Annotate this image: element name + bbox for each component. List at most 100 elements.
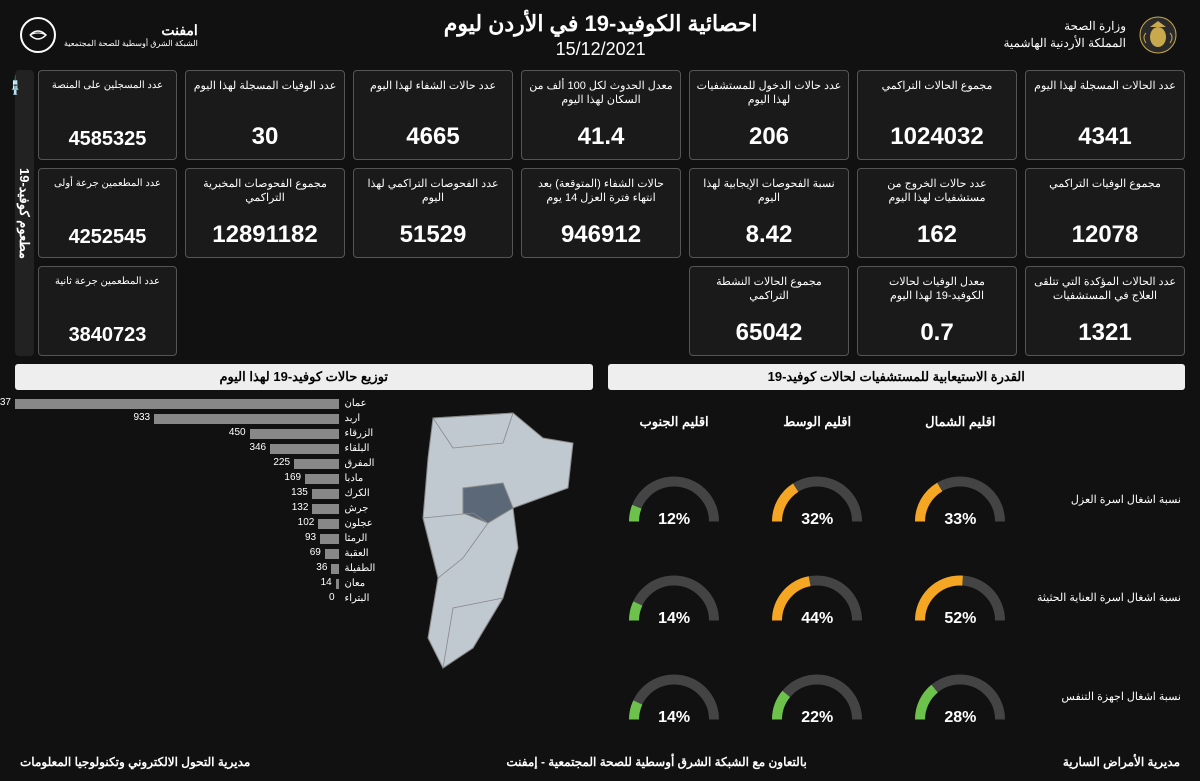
stat-value: 12078 (1032, 221, 1178, 249)
stat-card: مجموع الحالات النشطة التراكمي65042 (689, 266, 849, 356)
stat-card: مجموع الوفيات التراكمي12078 (1025, 168, 1185, 258)
bar-row: العقبة 69 (15, 548, 383, 559)
stat-card: مجموع الحالات التراكمي 1024032 (857, 70, 1017, 160)
stat-card: عدد الفحوصات التراكمي لهذا اليوم 51529 (353, 168, 513, 258)
stat-label: عدد الوفيات المسجلة لهذا اليوم (192, 79, 338, 107)
jordan-emblem-icon (1136, 13, 1180, 57)
capacity-title: القدرة الاستيعابية للمستشفيات لحالات كوف… (608, 364, 1186, 390)
vax-card: عدد المسجلين على المنصة 4585325 (38, 70, 177, 160)
bar-row: البتراء0 (15, 593, 383, 604)
bar-value: 346 (249, 442, 266, 453)
bar-row: عمان1637 (15, 398, 383, 409)
bar-row: الرمثا93 (15, 533, 383, 544)
bar-label: البلقاء (345, 443, 383, 454)
vax-stats: عدد المسجلين على المنصة 4585325 عدد المطعم… (38, 70, 177, 356)
gauge: 28% (910, 667, 1010, 727)
stat-label: حالات الشفاء (المتوقعة) بعد انتهاء فترة … (528, 177, 674, 206)
amfnet-sub: الشبكة الشرق أوسطية للصحة المجتمعية (64, 39, 198, 49)
stat-label: عدد الحالات المؤكدة التي تتلقى العلاج في… (1032, 275, 1178, 304)
gauge-value: 12% (624, 511, 724, 529)
vax-value: 4252545 (45, 226, 170, 249)
footer: مديرية الأمراض السارية بالتعاون مع الشبك… (0, 751, 1200, 773)
gauge-value: 52% (910, 610, 1010, 628)
bar-label: عجلون (345, 518, 383, 529)
gauge-value: 14% (624, 709, 724, 727)
gauge-value: 22% (767, 709, 867, 727)
gauge: 14% (624, 667, 724, 727)
gauge-col-label: اقليم الشمال (894, 414, 1027, 430)
bar-label: مادبا (345, 473, 383, 484)
amfnet-block: امفنت الشبكة الشرق أوسطية للصحة المجتمعي… (20, 17, 198, 53)
bar-label: معان (345, 578, 383, 589)
stat-label: معدل الوفيات لحالات الكوفيد-19 لهذا اليو… (864, 275, 1010, 304)
stat-label: مجموع الحالات النشطة التراكمي (696, 275, 842, 304)
vax-card: عدد المطعمين جرعة ثانية 3840723 (38, 266, 177, 356)
stat-value: 946912 (528, 221, 674, 249)
bar-label: العقبة (345, 548, 383, 559)
bar-value: 102 (298, 517, 315, 528)
stat-label: عدد الفحوصات التراكمي لهذا اليوم (360, 177, 506, 206)
bar-value: 933 (133, 412, 150, 423)
gauge: 14% (624, 568, 724, 628)
stat-value: 162 (864, 221, 1010, 249)
ministry-block: وزارة الصحة المملكة الأردنية الهاشمية (1003, 13, 1180, 57)
stat-card: معدل الحدوث لكل 100 ألف من السكان لهذا ا… (521, 70, 681, 160)
stat-card: عدد الوفيات المسجلة لهذا اليوم30 (185, 70, 345, 160)
vax-label: عدد المسجلين على المنصة (45, 79, 170, 107)
capacity-panel: القدرة الاستيعابية للمستشفيات لحالات كوف… (608, 364, 1186, 743)
ministry-line2: المملكة الأردنية الهاشمية (1003, 35, 1126, 52)
stat-value: 1321 (1032, 319, 1178, 347)
gauge: 22% (767, 667, 867, 727)
main-stats: عدد الحالات المسجلة لهذا اليوم4341مجموع … (185, 70, 1185, 356)
stat-card: عدد حالات الخروج من مستشفيات لهذا اليوم 1… (857, 168, 1017, 258)
header: وزارة الصحة المملكة الأردنية الهاشمية اح… (0, 0, 1200, 70)
bar-label: المفرق (345, 458, 383, 469)
stat-label: عدد حالات الخروج من مستشفيات لهذا اليوم (864, 177, 1010, 206)
stat-card: عدد حالات الشفاء لهذا اليوم4665 (353, 70, 513, 160)
stat-card: عدد حالات الدخول للمستشفيات لهذا اليوم 20… (689, 70, 849, 160)
amfnet-name: امفنت (64, 22, 198, 39)
stat-value: 1024032 (864, 123, 1010, 151)
vax-value: 4585325 (45, 128, 170, 151)
bar-value: 132 (292, 502, 309, 513)
vax-label: عدد المطعمين جرعة ثانية (45, 275, 170, 303)
stat-label: مجموع الحالات التراكمي (864, 79, 1010, 107)
stat-value: 41.4 (528, 123, 674, 151)
bar-row: الطفيلة36 (15, 563, 383, 574)
gauge: 44% (767, 568, 867, 628)
gauge-grid: اقليم الشمالاقليم الوسطاقليم الجنوبنسبة … (608, 398, 1186, 743)
gauge: 12% (624, 469, 724, 529)
bar-label: الكرك (345, 488, 383, 499)
stat-card: معدل الوفيات لحالات الكوفيد-19 لهذا اليو… (857, 266, 1017, 356)
stat-label: عدد حالات الشفاء لهذا اليوم (360, 79, 506, 107)
bar-label: عمان (345, 398, 383, 409)
stat-value: 206 (696, 123, 842, 151)
gauge-row-label: نسبة اشغال اسرة العناية الحثيثة (1037, 591, 1185, 604)
stat-label: عدد حالات الدخول للمستشفيات لهذا اليوم (696, 79, 842, 108)
bar-value: 14 (321, 577, 332, 588)
stat-value: 51529 (360, 221, 506, 249)
bar-row: البلقاء 346 (15, 443, 383, 454)
bar-row: الزرقاء 450 (15, 428, 383, 439)
stat-label: معدل الحدوث لكل 100 ألف من السكان لهذا ا… (528, 79, 674, 108)
gauge-col-label: اقليم الجنوب (608, 414, 741, 430)
stats-grid: عدد الحالات المسجلة لهذا اليوم4341مجموع … (0, 70, 1200, 356)
bar-value: 69 (310, 547, 321, 558)
vax-card: عدد المطعمين جرعة أولى4252545 (38, 168, 177, 258)
vax-value: 3840723 (45, 324, 170, 347)
stat-card: عدد الحالات المؤكدة التي تتلقى العلاج في… (1025, 266, 1185, 356)
footer-left: مديرية التحول الالكتروني وتكنولوجيا المع… (20, 755, 250, 769)
stat-value: 4341 (1032, 123, 1178, 151)
stat-card: نسبة الفحوصات الإيجابية لهذا اليوم8.42 (689, 168, 849, 258)
bar-row: اربد933 (15, 413, 383, 424)
bar-row: الكرك 135 (15, 488, 383, 499)
bar-value: 135 (291, 487, 308, 498)
bar-label: الزرقاء (345, 428, 383, 439)
gauge: 32% (767, 469, 867, 529)
bar-row: المفرق 225 (15, 458, 383, 469)
bar-value: 450 (229, 427, 246, 438)
bar-row: معان 14 (15, 578, 383, 589)
page-title: احصائية الكوفيد-19 في الأردن ليوم 15/12/… (444, 11, 758, 60)
bar-value: 225 (273, 457, 290, 468)
bar-value: 36 (316, 562, 327, 573)
